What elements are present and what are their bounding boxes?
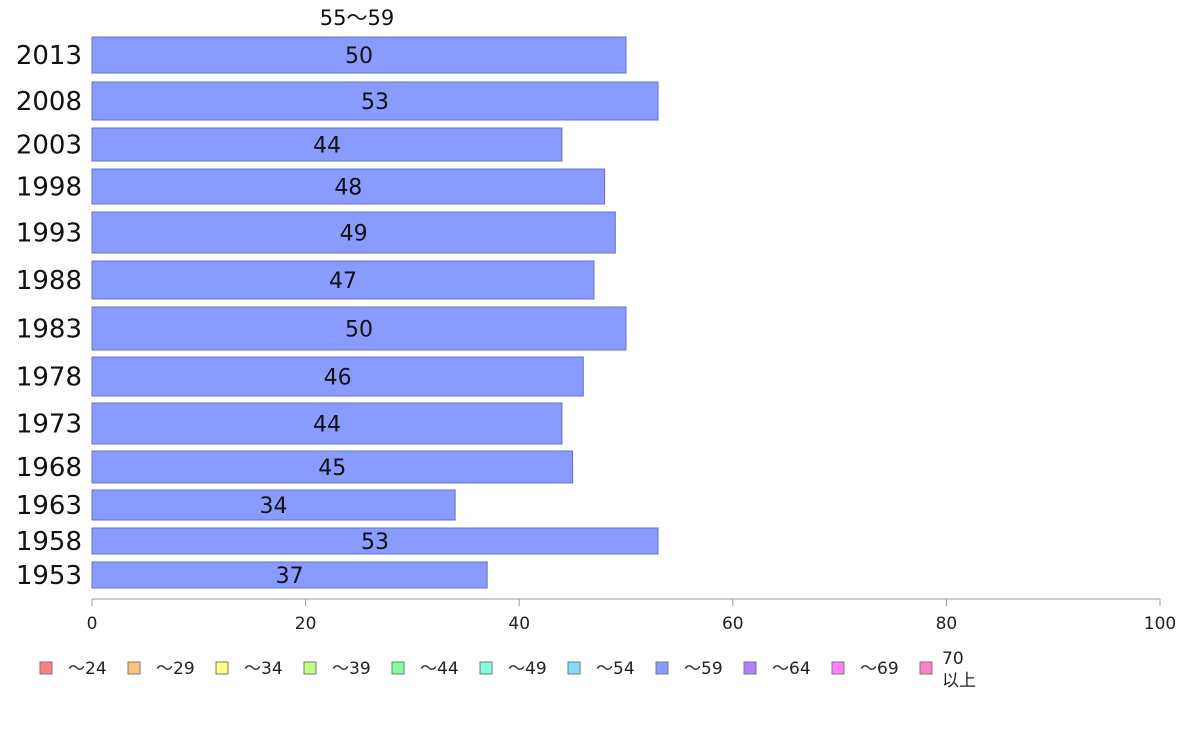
bar-1993[interactable] (91, 211, 616, 254)
x-tick-label-60: 60 (722, 614, 744, 634)
series-label: 55〜59 (320, 6, 394, 30)
x-tick-label-100: 100 (1144, 614, 1176, 634)
category-label-2013: 2013 (16, 41, 82, 71)
legend-swatch-9 (831, 661, 845, 675)
bar-1998[interactable] (91, 168, 606, 205)
legend-label-10-line2: 以上 (942, 671, 976, 691)
bar-value-label-2003: 44 (313, 134, 341, 159)
legend-swatch-5 (479, 661, 493, 675)
bar-2008[interactable] (91, 81, 659, 121)
legend-label-7: 〜59 (684, 659, 723, 679)
legend-swatch-4 (391, 661, 405, 675)
bar-1953[interactable] (91, 561, 488, 589)
category-label-1988: 1988 (16, 266, 82, 296)
x-tick-label-20: 20 (295, 614, 317, 634)
legend-label-9: 〜69 (860, 659, 899, 679)
legend-swatch-6 (567, 661, 581, 675)
bar-1983[interactable] (91, 306, 627, 351)
category-label-1993: 1993 (16, 219, 82, 249)
legend-label-3: 〜39 (332, 659, 371, 679)
bar-value-label-1953: 37 (276, 564, 304, 589)
bar-1958[interactable] (91, 527, 659, 555)
legend-label-5: 〜49 (508, 659, 547, 679)
x-tick-label-80: 80 (936, 614, 958, 634)
bars-layer: 2013 50 2008 53 2003 44 1998 48 1993 49 1988 47 1983… (16, 36, 659, 591)
legend-label-10: 70 (942, 649, 964, 669)
legend-label-1: 〜29 (156, 659, 195, 679)
category-label-1953: 1953 (16, 561, 82, 591)
legend-swatch-2 (215, 661, 229, 675)
category-label-1978: 1978 (16, 363, 82, 393)
bar-1973[interactable] (91, 402, 563, 445)
bar-value-label-2013: 50 (345, 44, 373, 69)
legend-label-4: 〜44 (420, 659, 459, 679)
category-label-1973: 1973 (16, 410, 82, 440)
legend-swatch-8 (743, 661, 757, 675)
bar-value-label-1998: 48 (334, 176, 362, 201)
legend-label-8: 〜64 (772, 659, 811, 679)
legend-label-6: 〜54 (596, 659, 635, 679)
bar-1978[interactable] (91, 356, 584, 397)
bar-value-label-2008: 53 (361, 90, 389, 115)
category-label-2008: 2008 (16, 87, 82, 117)
bar-value-label-1978: 46 (324, 366, 352, 391)
category-label-1958: 1958 (16, 527, 82, 557)
legend-swatch-0 (39, 661, 53, 675)
legend-swatch-7 (655, 661, 669, 675)
x-axis: 0 20 40 60 80 100 (87, 598, 1176, 634)
bar-value-label-1983: 50 (345, 318, 373, 343)
bar-1963[interactable] (91, 489, 456, 521)
bar-value-label-1963: 34 (260, 494, 288, 519)
bar-value-label-1968: 45 (318, 456, 346, 481)
legend-swatch-10 (919, 661, 933, 675)
category-label-1983: 1983 (16, 315, 82, 345)
bar-value-label-1988: 47 (329, 269, 357, 294)
x-tick-label-40: 40 (508, 614, 530, 634)
x-tick-label-0: 0 (87, 614, 98, 634)
category-label-1998: 1998 (16, 173, 82, 203)
bar-value-label-1958: 53 (361, 530, 389, 555)
bar-value-label-1993: 49 (340, 222, 368, 247)
bar-2003[interactable] (91, 127, 563, 162)
legend-swatch-1 (127, 661, 141, 675)
bar-value-label-1973: 44 (313, 413, 341, 438)
bar-1988[interactable] (91, 260, 595, 300)
legend-swatch-3 (303, 661, 317, 675)
category-label-1963: 1963 (16, 491, 82, 521)
legend-label-0: 〜24 (68, 659, 107, 679)
category-label-2003: 2003 (16, 131, 82, 161)
bar-2013[interactable] (91, 36, 627, 74)
category-label-1968: 1968 (16, 453, 82, 483)
legend-label-2: 〜34 (244, 659, 283, 679)
bar-1968[interactable] (91, 450, 574, 484)
